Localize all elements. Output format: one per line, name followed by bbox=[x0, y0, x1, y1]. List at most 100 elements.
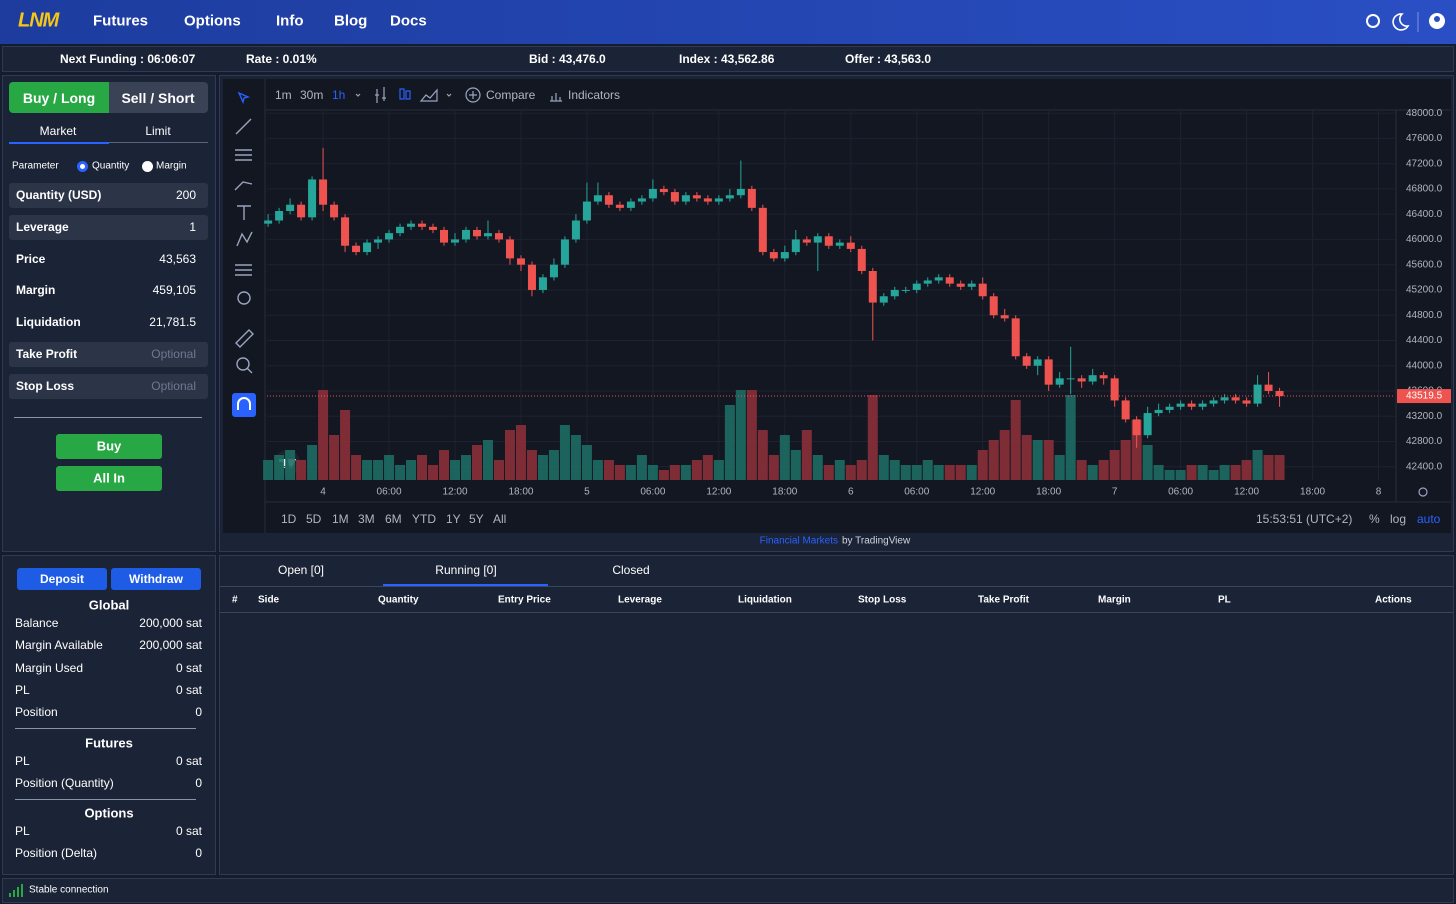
candle-body bbox=[1198, 403, 1207, 407]
candle-body bbox=[264, 220, 273, 224]
divider bbox=[15, 798, 196, 800]
candle-body bbox=[967, 283, 976, 287]
account-label: PL bbox=[15, 754, 30, 768]
scale-option[interactable]: log bbox=[1390, 512, 1407, 526]
account-value: 0 sat bbox=[175, 824, 202, 838]
order-button-label[interactable]: All In bbox=[93, 470, 125, 486]
order-button[interactable] bbox=[56, 434, 162, 459]
account-button[interactable] bbox=[17, 568, 107, 590]
input-field[interactable] bbox=[9, 183, 208, 208]
nav-link[interactable]: Futures bbox=[93, 12, 149, 30]
order-button-label[interactable]: Buy bbox=[96, 438, 122, 454]
input-field[interactable] bbox=[9, 373, 208, 399]
candle-body bbox=[945, 277, 954, 284]
positions-tab[interactable]: Open [0] bbox=[277, 563, 325, 577]
ticker-item: Bid : 43,476.0 bbox=[529, 52, 606, 66]
candle-body bbox=[505, 239, 514, 259]
indicators-button[interactable]: Indicators bbox=[568, 88, 621, 102]
drawing-tools[interactable] bbox=[234, 91, 254, 374]
y-tick-label: 46400.0 bbox=[1406, 209, 1443, 220]
account-button-label[interactable]: Deposit bbox=[39, 572, 85, 586]
volume-bar bbox=[768, 455, 779, 480]
range-button[interactable]: 6M bbox=[385, 512, 402, 526]
candle-body bbox=[571, 220, 580, 240]
order-type-tab[interactable]: Limit bbox=[145, 124, 171, 138]
magnet-button[interactable] bbox=[232, 393, 256, 417]
positions-tab[interactable]: Running [0] bbox=[435, 563, 497, 577]
input-field[interactable] bbox=[9, 214, 208, 240]
range-button[interactable]: YTD bbox=[412, 512, 436, 526]
y-tick-label: 46000.0 bbox=[1406, 234, 1443, 245]
range-button[interactable]: 5Y bbox=[469, 512, 484, 526]
account-panel bbox=[2, 555, 216, 875]
range-button[interactable]: 1D bbox=[281, 512, 297, 526]
volume-bar bbox=[417, 455, 428, 480]
input-field[interactable] bbox=[9, 342, 208, 367]
volume-bar bbox=[702, 455, 713, 480]
volume-bar bbox=[1065, 395, 1076, 480]
attribution-link[interactable]: Financial Markets bbox=[759, 535, 838, 547]
interval[interactable]: 1m bbox=[275, 88, 292, 102]
candle-body bbox=[923, 280, 932, 284]
candle-body bbox=[330, 204, 339, 218]
candle-body bbox=[1121, 400, 1130, 420]
radio-checked[interactable] bbox=[77, 161, 88, 172]
scale-option[interactable]: auto bbox=[1417, 512, 1441, 526]
account-value: 0 sat bbox=[175, 754, 202, 768]
side-label[interactable]: Buy / Long bbox=[22, 90, 96, 106]
attribution-text: by TradingView bbox=[842, 535, 911, 547]
candle-body bbox=[429, 226, 438, 230]
nav-icons[interactable] bbox=[1360, 8, 1450, 36]
candle-body bbox=[1055, 378, 1064, 385]
last-price-box bbox=[1397, 389, 1451, 404]
radio[interactable] bbox=[142, 161, 153, 172]
nav-link[interactable]: Docs bbox=[390, 12, 427, 30]
buy-long-tab[interactable] bbox=[9, 82, 109, 113]
field-value: Optional bbox=[151, 378, 196, 393]
last-price-label: 43519.5 bbox=[1406, 391, 1443, 402]
y-tick-label: 46800.0 bbox=[1406, 184, 1443, 195]
account-value: 0 sat bbox=[175, 682, 202, 697]
volume-bar bbox=[680, 465, 691, 480]
range-button[interactable]: All bbox=[493, 512, 507, 526]
toolbar-icons[interactable] bbox=[355, 87, 1428, 497]
scale-option[interactable]: % bbox=[1369, 512, 1380, 526]
volume-bar bbox=[647, 465, 658, 480]
volume-bar bbox=[999, 430, 1010, 480]
nav-link[interactable]: Info bbox=[276, 12, 304, 30]
x-tick-label: 18:00 bbox=[1036, 487, 1061, 498]
candle-body bbox=[681, 195, 690, 202]
side-label[interactable]: Sell / Short bbox=[121, 90, 195, 106]
parameter-label: Parameter bbox=[12, 160, 59, 172]
candle-body bbox=[758, 207, 767, 253]
candle-body bbox=[451, 239, 459, 243]
volume-bar bbox=[1131, 420, 1142, 480]
sell-short-tab[interactable] bbox=[109, 82, 208, 113]
range-button[interactable]: 5D bbox=[306, 512, 322, 526]
volume-bar bbox=[834, 460, 845, 480]
range-button[interactable]: 1Y bbox=[446, 512, 461, 526]
candle-body bbox=[1066, 378, 1075, 380]
volume-bar bbox=[493, 460, 504, 480]
volume-bar bbox=[1087, 465, 1098, 480]
volume-bar bbox=[911, 465, 922, 480]
candle-body bbox=[538, 277, 547, 290]
range-button[interactable]: 1M bbox=[332, 512, 349, 526]
nav-link[interactable]: Options bbox=[184, 12, 241, 30]
nav-link[interactable]: Blog bbox=[334, 12, 368, 30]
account-value: 200,000 sat bbox=[139, 616, 202, 630]
volume-bar bbox=[988, 440, 999, 480]
candle-body bbox=[912, 283, 921, 290]
account-button-label[interactable]: Withdraw bbox=[129, 572, 183, 586]
interval[interactable]: 30m bbox=[300, 88, 324, 102]
positions-tab[interactable]: Closed bbox=[612, 563, 650, 577]
order-button[interactable] bbox=[56, 466, 162, 491]
range-button[interactable]: 3M bbox=[358, 512, 375, 526]
volume-bar bbox=[724, 405, 735, 480]
field-label: Price bbox=[16, 251, 46, 266]
volume-bar bbox=[801, 430, 812, 480]
compare-button[interactable]: Compare bbox=[486, 88, 536, 102]
order-type-tab[interactable]: Market bbox=[39, 124, 77, 138]
interval[interactable]: 1h bbox=[332, 88, 346, 102]
account-button[interactable] bbox=[111, 568, 201, 590]
